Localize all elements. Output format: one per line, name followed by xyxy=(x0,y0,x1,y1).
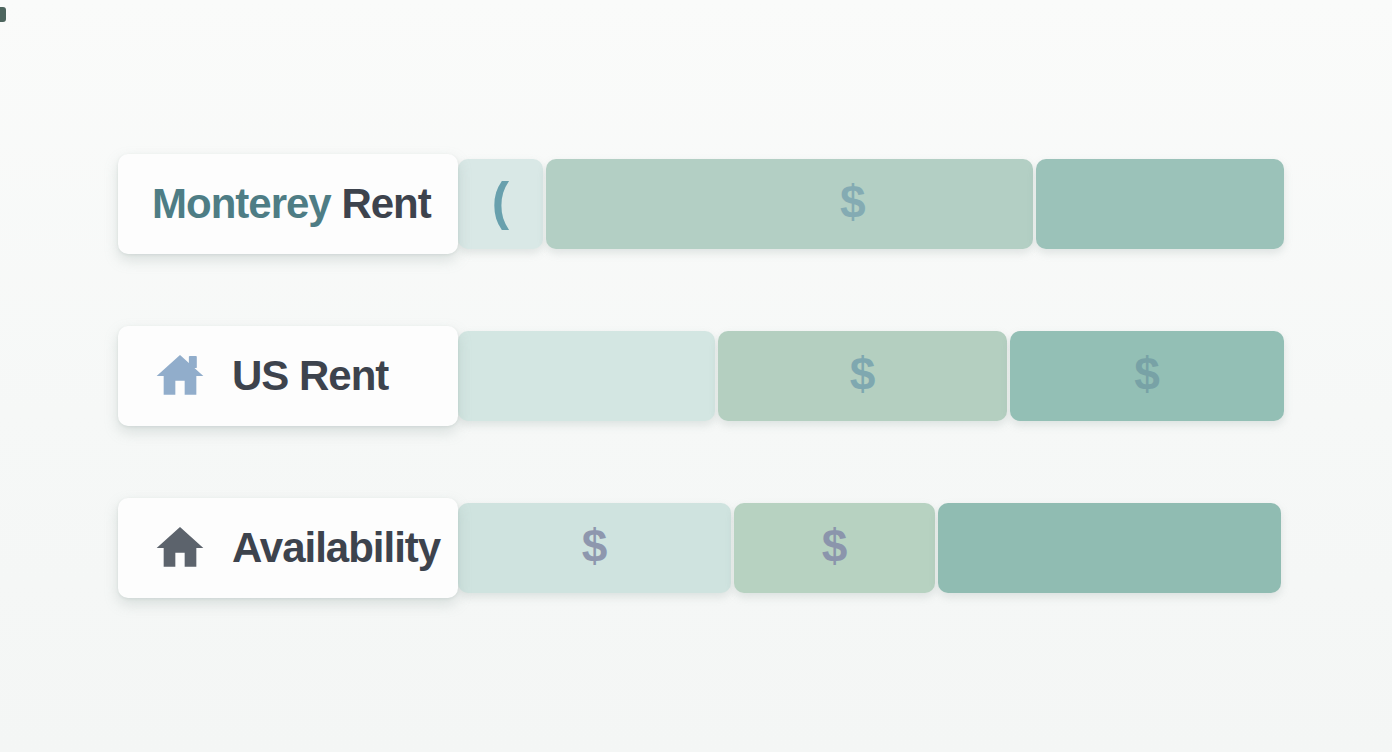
bar-segment-3 xyxy=(1036,159,1284,249)
bar-segment-2: $ xyxy=(718,331,1007,421)
label-pill-availability: Availability xyxy=(118,498,458,598)
dollar-icon: $ xyxy=(850,351,876,397)
dollar-partial-icon: ( xyxy=(492,175,509,227)
infographic-canvas: Monterey Rent($US Rent$$Availability$$ xyxy=(0,0,1392,752)
edge-artifact xyxy=(0,7,6,22)
bar-track: $$ xyxy=(458,503,1281,593)
bar-segment-2: $ xyxy=(546,159,1033,249)
row-us-rent: US Rent$$ xyxy=(118,326,1284,426)
bar-segment-1 xyxy=(458,331,715,421)
dollar-icon: $ xyxy=(822,523,848,569)
label-pill-monterey-rent: Monterey Rent xyxy=(118,154,458,254)
dollar-icon: $ xyxy=(840,179,866,225)
row-label-part: Availability xyxy=(232,524,440,571)
bar-segment-3 xyxy=(938,503,1281,593)
row-label: US Rent xyxy=(232,355,388,397)
bar-segment-2: $ xyxy=(734,503,935,593)
bar-track: $$ xyxy=(458,331,1284,421)
row-label-part: Rent xyxy=(341,180,430,227)
label-pill-us-rent: US Rent xyxy=(118,326,458,426)
dollar-icon: $ xyxy=(1134,351,1160,397)
bar-segment-1: ( xyxy=(458,159,543,249)
bar-segment-3: $ xyxy=(1010,331,1284,421)
row-label-part: US Rent xyxy=(232,352,388,399)
row-label: Availability xyxy=(232,527,440,569)
home-icon xyxy=(152,520,208,576)
row-label: Monterey Rent xyxy=(152,183,431,225)
bar-track: ($ xyxy=(458,159,1284,249)
row-availability: Availability$$ xyxy=(118,498,1281,598)
row-label-part: Monterey xyxy=(152,180,341,227)
dollar-icon: $ xyxy=(582,523,608,569)
home-chimney-icon xyxy=(152,348,208,404)
row-monterey-rent: Monterey Rent($ xyxy=(118,154,1284,254)
bar-segment-1: $ xyxy=(458,503,731,593)
